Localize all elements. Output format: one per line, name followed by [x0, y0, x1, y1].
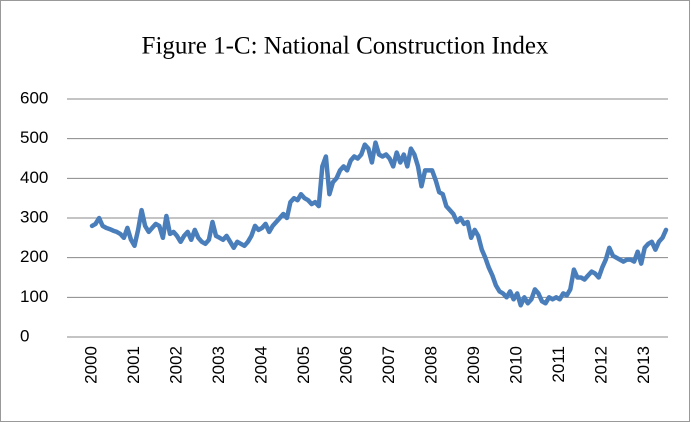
y-tick-label: 500 [20, 128, 48, 147]
y-tick-label: 400 [20, 168, 48, 187]
y-tick-label: 200 [20, 247, 48, 266]
x-tick-label: 2003 [209, 346, 228, 384]
x-tick-label: 2002 [167, 346, 186, 384]
x-tick-label: 2007 [379, 346, 398, 384]
line-series [89, 140, 669, 308]
x-tick-label: 2000 [81, 346, 100, 384]
x-tick-label: 2011 [549, 346, 568, 383]
x-tick-label: 2001 [124, 346, 143, 384]
x-tick-label: 2006 [337, 346, 356, 384]
x-tick-label: 2005 [294, 346, 313, 384]
y-tick-label: 100 [20, 287, 48, 306]
x-tick-label: 2013 [634, 346, 653, 384]
x-tick-label: 2009 [464, 346, 483, 384]
y-tick-label: 0 [20, 326, 29, 345]
y-tick-label: 300 [20, 207, 48, 226]
y-tick-label: 600 [20, 88, 48, 107]
chart-title: Figure 1-C: National Construction Index [142, 33, 549, 60]
x-tick-label: 2008 [422, 346, 441, 384]
x-tick-label: 2004 [252, 346, 271, 384]
x-tick-label: 2010 [507, 346, 526, 384]
x-tick-label: 2012 [592, 346, 611, 384]
